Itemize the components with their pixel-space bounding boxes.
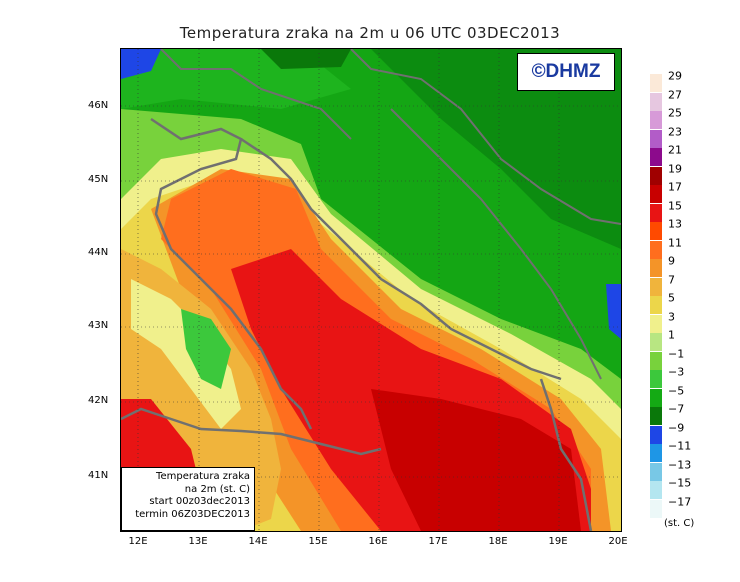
border-alps bbox=[160, 49, 352, 140]
legend-swatch bbox=[650, 259, 662, 277]
info-box: Temperatura zraka na 2m (st. C) start 00… bbox=[121, 467, 255, 531]
lat-label-46n: 46N bbox=[88, 100, 109, 111]
legend-unit: (st. C) bbox=[664, 518, 695, 529]
legend-label: −5 bbox=[668, 384, 685, 397]
legend-swatch bbox=[650, 185, 662, 203]
legend-swatch bbox=[650, 314, 662, 333]
legend-label: 9 bbox=[668, 254, 675, 268]
legend-label: 25 bbox=[668, 106, 682, 120]
legend-label: −13 bbox=[668, 458, 692, 471]
info-line-4: termin 06Z03DEC2013 bbox=[135, 508, 250, 520]
legend-swatch bbox=[650, 240, 662, 259]
legend-label: 29 bbox=[668, 69, 682, 83]
legend-label: 5 bbox=[668, 291, 675, 305]
legend-label: −15 bbox=[668, 476, 692, 490]
map-canvas bbox=[121, 49, 621, 531]
border-inland bbox=[390, 108, 602, 380]
legend-label: 3 bbox=[668, 310, 675, 323]
legend-swatch bbox=[650, 351, 662, 370]
lat-lon-grid bbox=[121, 49, 621, 531]
apennine-cold bbox=[181, 309, 231, 389]
lat-label-45n: 45N bbox=[88, 174, 109, 185]
legend-label: 23 bbox=[668, 125, 682, 138]
temperature-map: ©DHMZ Temperatura zraka na 2m (st. C) st… bbox=[120, 48, 622, 532]
legend-swatch bbox=[650, 388, 662, 407]
legend-swatch bbox=[650, 129, 662, 148]
legend-label: −17 bbox=[668, 495, 692, 508]
legend-swatch bbox=[650, 425, 662, 444]
legend-swatch bbox=[650, 481, 662, 499]
lon-label-17e: 17E bbox=[428, 536, 448, 547]
legend-swatch bbox=[650, 111, 662, 129]
sea-dark-red bbox=[371, 389, 581, 531]
legend-swatch bbox=[650, 222, 662, 240]
lon-label-15e: 15E bbox=[308, 536, 328, 547]
cold-patch-east bbox=[606, 284, 621, 339]
lon-label-12e: 12E bbox=[128, 536, 148, 547]
legend-label: −7 bbox=[668, 402, 685, 416]
legend-label: −1 bbox=[668, 347, 685, 360]
legend-label: 15 bbox=[668, 199, 682, 212]
info-line-1: Temperatura zraka bbox=[156, 471, 250, 482]
lon-label-16e: 16E bbox=[368, 536, 388, 547]
legend-swatch bbox=[650, 499, 662, 518]
legend-swatch bbox=[650, 296, 662, 314]
legend-label: 27 bbox=[668, 88, 682, 101]
legend-swatch bbox=[650, 166, 662, 185]
lon-label-14e: 14E bbox=[248, 536, 268, 547]
legend-label: 17 bbox=[668, 180, 682, 194]
lat-label-42n: 42N bbox=[88, 395, 109, 406]
lon-label-20e: 20E bbox=[608, 536, 628, 547]
map-title: Temperatura zraka na 2m u 06 UTC 03DEC20… bbox=[179, 24, 561, 42]
legend-swatch bbox=[650, 444, 662, 462]
legend-swatch bbox=[650, 370, 662, 388]
legend-swatch bbox=[650, 148, 662, 166]
legend-swatch bbox=[650, 407, 662, 425]
legend-label: 19 bbox=[668, 162, 682, 175]
legend-swatch bbox=[650, 462, 662, 481]
lon-label-18e: 18E bbox=[488, 536, 508, 547]
croatia-coast bbox=[240, 137, 562, 381]
legend-label: −9 bbox=[668, 421, 685, 434]
lon-label-13e: 13E bbox=[188, 536, 208, 547]
legend-swatch bbox=[650, 203, 662, 222]
lat-label-41n: 41N bbox=[88, 470, 109, 481]
lon-label-19e: 19E bbox=[548, 536, 568, 547]
legend-label: −11 bbox=[668, 439, 692, 453]
lat-label-44n: 44N bbox=[88, 247, 109, 258]
italy-cool bbox=[131, 279, 241, 429]
info-line-3: start 00z03dec2013 bbox=[149, 496, 250, 507]
legend-swatch bbox=[650, 333, 662, 351]
legend-swatch bbox=[650, 92, 662, 111]
legend-label: −3 bbox=[668, 365, 685, 379]
legend-swatch bbox=[650, 74, 662, 92]
albania-coast bbox=[539, 378, 593, 531]
border-north bbox=[350, 49, 621, 225]
legend-label: 13 bbox=[668, 217, 682, 231]
legend-label: 7 bbox=[668, 273, 675, 286]
dhmz-logo: ©DHMZ bbox=[517, 53, 615, 91]
italy-south-coast bbox=[121, 407, 382, 456]
italy-east-coast bbox=[150, 117, 313, 430]
info-line-2: na 2m (st. C) bbox=[184, 483, 250, 495]
legend-label: 1 bbox=[668, 328, 675, 342]
cold-patch-nw bbox=[121, 49, 161, 79]
legend-swatch bbox=[650, 277, 662, 296]
legend-label: 11 bbox=[668, 236, 682, 249]
lat-label-43n: 43N bbox=[88, 320, 109, 331]
dark-patch-north bbox=[261, 49, 351, 69]
legend-label: 21 bbox=[668, 143, 682, 157]
